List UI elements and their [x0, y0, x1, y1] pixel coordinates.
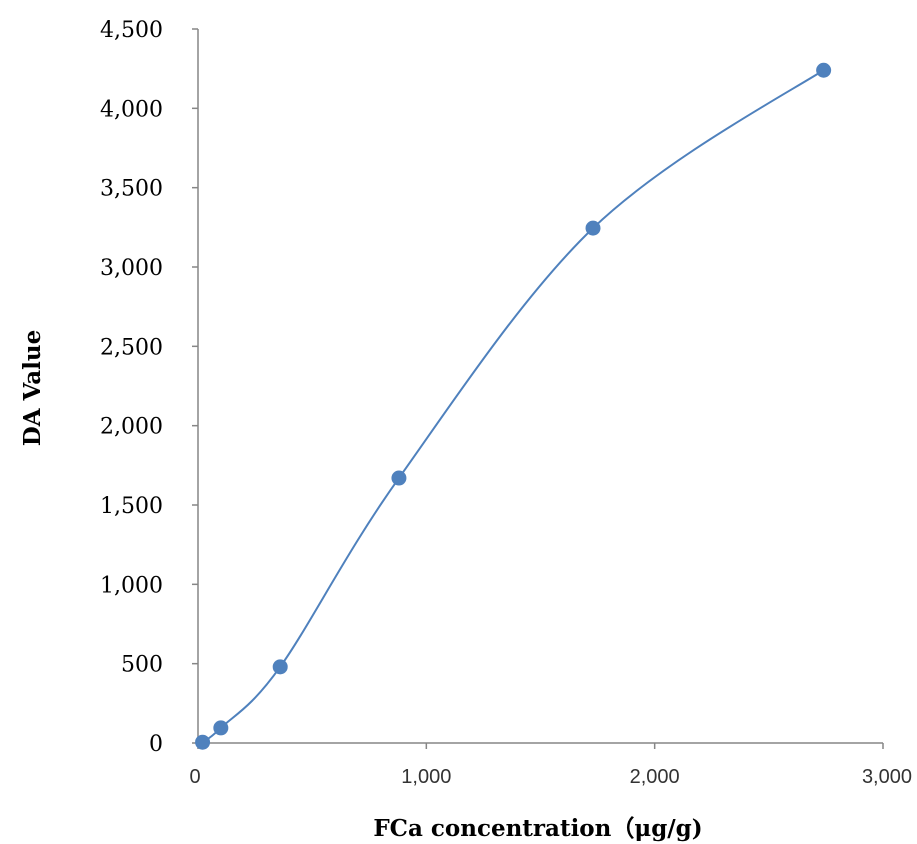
y-tick-labels: 0 500 1,000 1,500 2,000 2,500 3,000 3,500 4,000 4… — [100, 18, 163, 757]
y-tick-label: 2,000 — [100, 415, 163, 440]
x-tick-label: 1,000 — [401, 766, 451, 788]
x-tick-labels: 0 1,000 2,000 3,000 — [189, 766, 912, 788]
y-axis-title: DA Value — [19, 330, 46, 447]
data-point — [816, 62, 832, 78]
data-point — [391, 470, 407, 486]
data-points — [195, 62, 832, 750]
data-point — [195, 734, 211, 750]
axes — [192, 28, 884, 749]
y-tick-label: 1,000 — [100, 573, 163, 598]
x-tick-label: 2,000 — [630, 766, 680, 788]
y-tick-label: 3,000 — [100, 256, 163, 281]
y-tick-label: 500 — [121, 653, 163, 678]
data-point — [585, 220, 601, 236]
trend-line — [201, 69, 825, 744]
x-tick-label: 0 — [189, 766, 200, 788]
y-tick-label: 3,500 — [100, 177, 163, 202]
x-tick-label: 3,000 — [862, 766, 912, 788]
data-point — [213, 720, 229, 736]
y-tick-label: 4,500 — [100, 18, 163, 43]
y-tick-label: 1,500 — [100, 494, 163, 519]
y-tick-label: 0 — [149, 732, 163, 757]
data-point — [272, 659, 288, 675]
y-tick-label: 4,000 — [100, 97, 163, 122]
y-tick-label: 2,500 — [100, 335, 163, 360]
x-axis-title: FCa concentration（μg/g) — [373, 815, 702, 842]
